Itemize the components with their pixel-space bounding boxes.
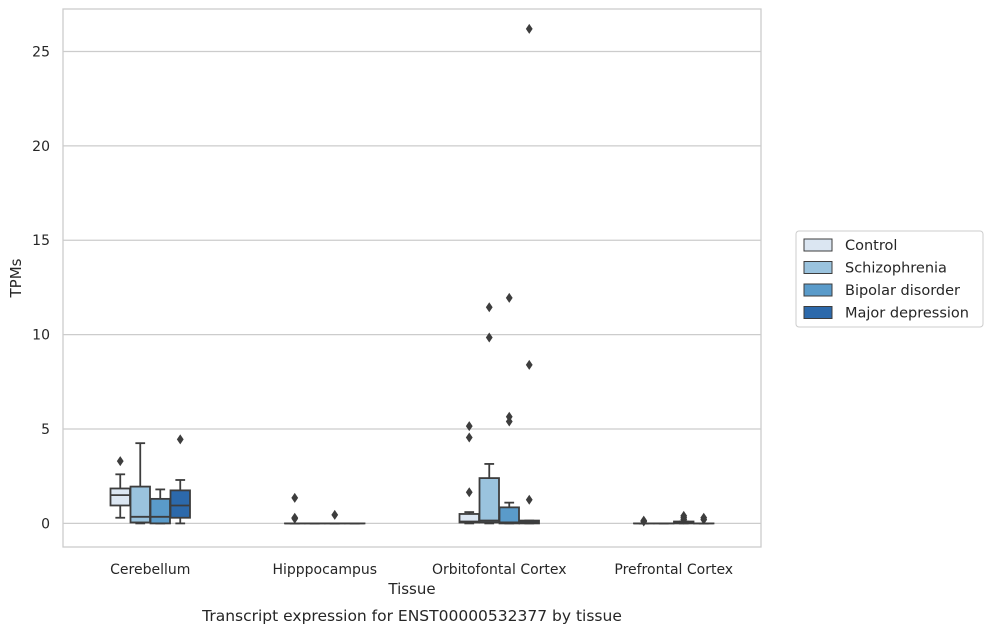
legend-frame	[795, 230, 984, 328]
box-group	[478, 302, 500, 525]
outlier-point	[291, 492, 299, 503]
y-tick-label: 10	[32, 328, 50, 344]
outlier-point	[525, 494, 533, 505]
outlier-point	[116, 456, 124, 467]
box-body	[498, 506, 520, 525]
legend: Control Schizophrenia Bipolar disorder Majo…	[795, 230, 984, 328]
box-group	[169, 434, 191, 525]
outlier-point	[680, 510, 688, 521]
x-tick-labels: Cerebellum Hipppocampus Orbitofontal Corte…	[110, 562, 733, 578]
outlier-point	[505, 292, 513, 303]
outlier-point	[485, 302, 493, 313]
legend-label: Major depression	[845, 306, 969, 322]
outlier-point	[465, 487, 473, 498]
box-group	[149, 488, 171, 525]
y-tick-labels: 0 5 10 15 20 25	[32, 44, 50, 532]
outlier-point	[700, 512, 708, 523]
box-group	[673, 510, 695, 525]
outlier-point	[525, 23, 533, 34]
box-group	[633, 515, 655, 527]
x-tick-label: Hipppocampus	[272, 562, 377, 578]
x-tick-label: Cerebellum	[110, 562, 190, 578]
grid-lines	[63, 50, 761, 525]
box-group	[129, 442, 151, 525]
box-group	[498, 292, 520, 525]
box-body	[149, 497, 171, 525]
legend-label: Bipolar disorder	[845, 283, 960, 299]
y-tick-label: 0	[41, 516, 50, 532]
y-tick-label: 5	[41, 422, 50, 438]
outlier-point	[525, 359, 533, 370]
legend-swatch	[803, 261, 833, 274]
chart-caption: Transcript expression for ENST0000053237…	[201, 607, 622, 625]
box-group	[518, 23, 540, 525]
outlier-point	[291, 512, 299, 523]
y-tick-label: 15	[32, 233, 50, 249]
box-group	[284, 492, 306, 525]
outlier-point	[176, 434, 184, 445]
legend-swatch	[803, 306, 833, 319]
legend-swatch	[803, 283, 833, 297]
legend-label: Control	[845, 238, 897, 254]
box-body	[169, 489, 191, 519]
outlier-point	[331, 509, 339, 520]
plot-frame	[62, 8, 762, 548]
x-tick-label: Prefrontal Cortex	[614, 562, 733, 578]
box-body	[109, 487, 131, 507]
box-body	[478, 477, 500, 524]
outlier-point	[465, 432, 473, 443]
legend-label: Schizophrenia	[845, 261, 947, 277]
legend-items: Control Schizophrenia Bipolar disorder Majo…	[803, 238, 969, 322]
outlier-point	[640, 515, 648, 526]
x-axis-title: Tissue	[387, 580, 435, 598]
outlier-point	[465, 421, 473, 432]
legend-swatch	[803, 238, 833, 252]
x-tick-label: Orbitofontal Cortex	[432, 562, 567, 578]
box-group	[458, 421, 480, 525]
outlier-point	[505, 411, 513, 422]
box-plot-marks	[109, 23, 715, 527]
box-group	[324, 509, 346, 525]
box-group	[109, 456, 131, 519]
y-tick-label: 25	[32, 44, 50, 60]
y-axis-title: TPMs	[7, 258, 25, 298]
box-group	[693, 512, 715, 525]
y-tick-label: 20	[32, 139, 50, 155]
outlier-point	[485, 332, 493, 343]
